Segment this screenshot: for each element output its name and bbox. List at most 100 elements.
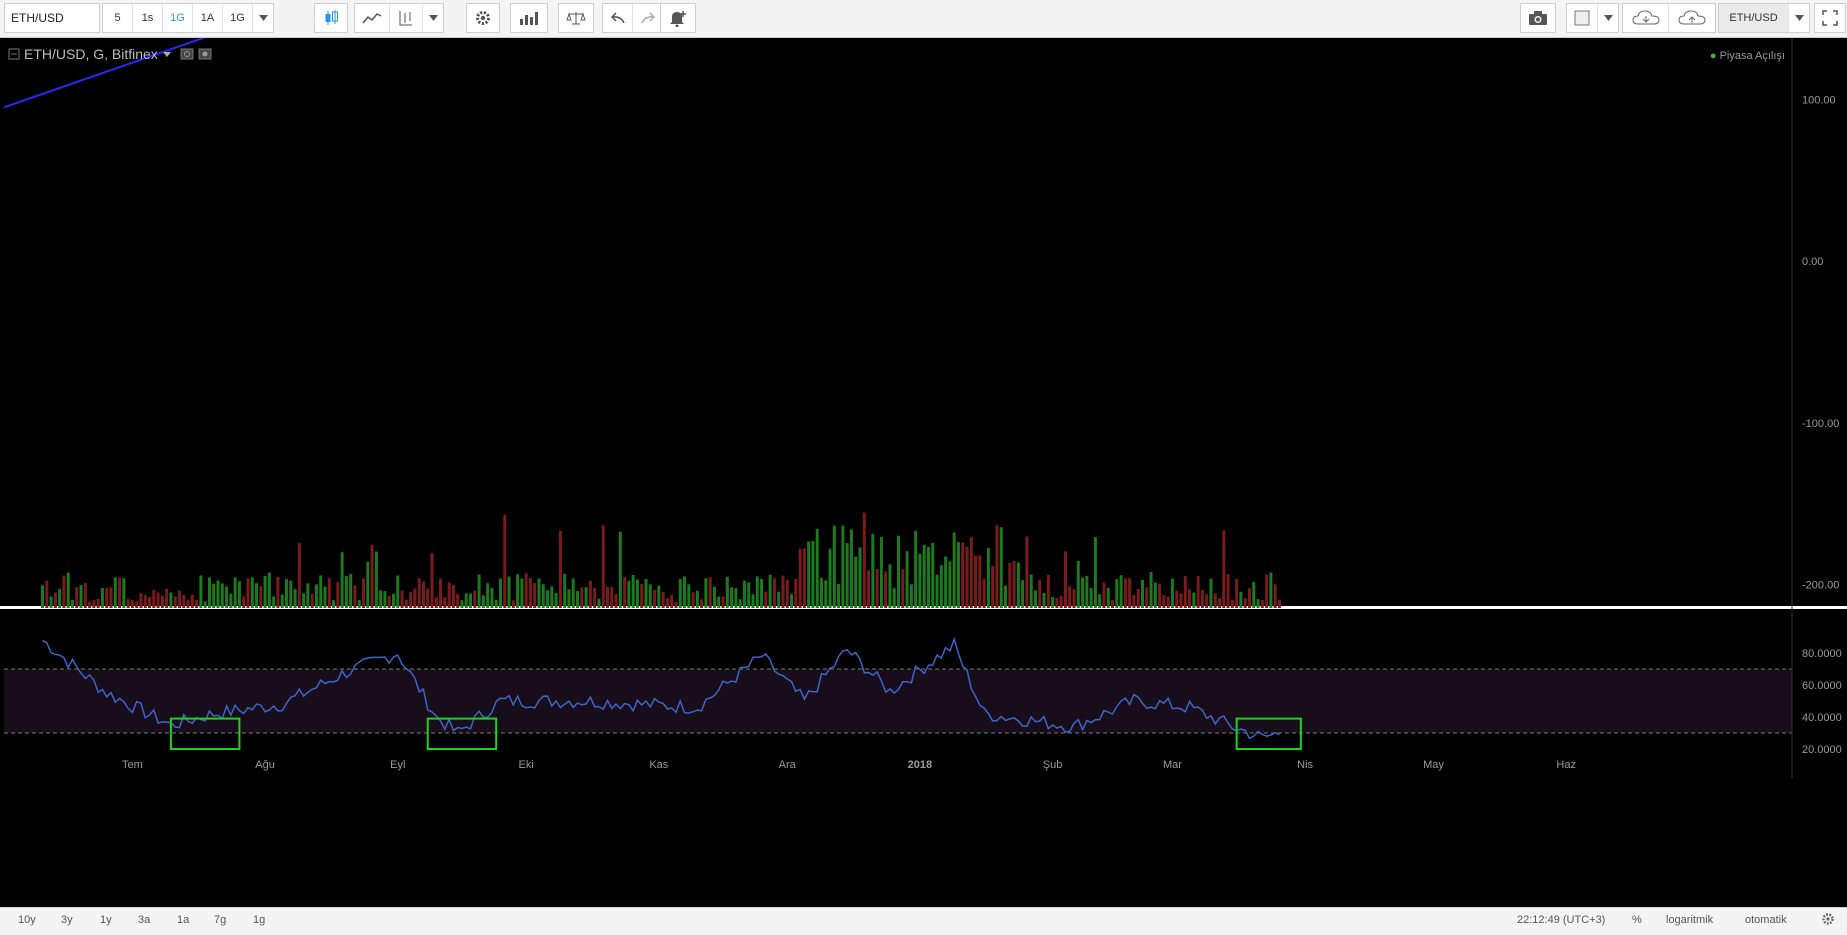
cloud-load-button[interactable] xyxy=(1623,4,1669,32)
volume-bar xyxy=(447,582,451,608)
percent-toggle[interactable]: % xyxy=(1632,914,1642,926)
interval-5[interactable]: 5 xyxy=(103,4,133,32)
volume-bar xyxy=(83,583,87,608)
chart-area[interactable]: 1500.001400.001300.001200.001100.001000.… xyxy=(0,0,1847,907)
undo-button[interactable] xyxy=(603,4,633,32)
symbol-tab-dropdown-button[interactable] xyxy=(1789,4,1809,32)
collapse-icon[interactable] xyxy=(8,48,20,60)
time-tick-label: Ara xyxy=(779,759,797,771)
volume-bar xyxy=(1196,576,1200,608)
volume-bar xyxy=(370,544,374,608)
chart-canvas[interactable]: 1500.001400.001300.001200.001100.001000.… xyxy=(0,0,1847,907)
volume-bar xyxy=(1149,572,1153,608)
range-1g[interactable]: 1g xyxy=(253,914,266,926)
volume-bar xyxy=(926,547,930,608)
range-10y[interactable]: 10y xyxy=(18,914,36,926)
rsi-highlight-box xyxy=(426,717,498,750)
volume-bar xyxy=(323,586,327,608)
rsi-line xyxy=(42,636,1280,740)
volume-bar xyxy=(169,592,173,608)
volume-bar xyxy=(409,592,413,608)
fullscreen-button[interactable] xyxy=(1815,4,1845,32)
clock-display[interactable]: 22:12:49 (UTC+3) xyxy=(1517,914,1606,926)
volume-bar xyxy=(653,589,657,608)
scale-icon xyxy=(566,12,586,25)
layout-button[interactable] xyxy=(1567,4,1598,32)
interval-1g-active[interactable]: 1G xyxy=(163,4,193,32)
volume-bar xyxy=(280,594,284,608)
interval-dropdown-button[interactable] xyxy=(253,4,273,32)
volume-bar xyxy=(139,593,143,608)
indicators-dropdown-button[interactable] xyxy=(423,4,443,32)
volume-bar xyxy=(203,601,207,608)
range-3y[interactable]: 3y xyxy=(61,914,73,926)
interval-1g[interactable]: 1G xyxy=(223,4,253,32)
volume-bar xyxy=(255,583,259,608)
volume-bar xyxy=(1235,578,1239,608)
redo-button[interactable] xyxy=(633,4,663,32)
volume-bar xyxy=(135,601,139,608)
volume-bar xyxy=(601,525,605,608)
volume-bar xyxy=(263,575,267,608)
layout-dropdown-button[interactable] xyxy=(1598,4,1618,32)
volume-bar xyxy=(1098,594,1102,608)
range-1a[interactable]: 1a xyxy=(177,914,190,926)
interval-1s[interactable]: 1s xyxy=(133,4,163,32)
indicators-button[interactable] xyxy=(390,4,423,32)
interval-1a[interactable]: 1A xyxy=(193,4,223,32)
volume-bar xyxy=(683,576,687,608)
volume-bar xyxy=(1153,582,1157,608)
layout-group xyxy=(1566,3,1619,33)
log-scale-toggle[interactable]: logaritmik xyxy=(1666,914,1714,926)
volume-bar xyxy=(635,579,639,608)
bottom-bar: 10y 3y 1y 3a 1a 7g 1g 22:12:49 (UTC+3) %… xyxy=(0,907,1847,935)
balance-button[interactable] xyxy=(559,4,593,32)
volume-bar xyxy=(721,596,725,608)
settings-button[interactable] xyxy=(467,4,499,32)
volume-bar xyxy=(109,587,113,608)
volume-bar xyxy=(1252,581,1256,608)
volume-bar xyxy=(1085,575,1089,608)
volume-bar xyxy=(66,572,70,608)
volume-bar xyxy=(439,578,443,608)
auto-scale-toggle[interactable]: otomatik xyxy=(1745,914,1787,926)
volume-bar xyxy=(781,575,785,608)
symbol-tab[interactable]: ETH/USD xyxy=(1719,4,1789,32)
volume-bar xyxy=(229,593,233,608)
volume-bar xyxy=(1008,562,1012,608)
volume-bar xyxy=(460,600,464,608)
alert-button[interactable] xyxy=(661,4,695,32)
volume-bar xyxy=(1029,574,1033,608)
volume-bar xyxy=(738,599,742,608)
cloud-save-button[interactable] xyxy=(1669,4,1715,32)
format-icon[interactable] xyxy=(180,48,194,60)
symbol-search-input[interactable] xyxy=(4,3,100,33)
volume-bar xyxy=(379,590,383,608)
range-1y[interactable]: 1y xyxy=(100,914,112,926)
volume-bar xyxy=(914,530,918,608)
volume-bar xyxy=(644,579,648,608)
caret-down-icon[interactable] xyxy=(162,50,172,58)
volume-bar xyxy=(1042,592,1046,608)
chart-legend: ETH/USD, G, Bitfinex xyxy=(8,46,212,62)
compare-button[interactable] xyxy=(355,4,390,32)
volume-bar xyxy=(837,583,841,608)
snapshot-button[interactable] xyxy=(1521,4,1555,32)
range-3a[interactable]: 3a xyxy=(138,914,151,926)
gear-icon[interactable] xyxy=(1821,912,1835,929)
symbol-tab-group: ETH/USD xyxy=(1718,3,1810,33)
volume-bar xyxy=(212,583,216,608)
candles-style-button[interactable] xyxy=(315,4,347,32)
range-7g[interactable]: 7g xyxy=(214,914,227,926)
redo-icon xyxy=(641,12,655,24)
volume-bar xyxy=(1256,599,1260,608)
chevron-down-icon xyxy=(258,15,268,21)
time-tick-label: Mar xyxy=(1163,759,1182,771)
volume-bar xyxy=(1239,591,1243,608)
time-tick-label: Eki xyxy=(519,759,534,771)
templates-button[interactable] xyxy=(511,4,547,32)
settings-small-icon[interactable] xyxy=(198,48,212,60)
volume-bar xyxy=(45,580,49,608)
status-dot-icon: ● xyxy=(1709,50,1717,62)
interval-group: 5 1s 1G 1A 1G xyxy=(102,3,274,33)
